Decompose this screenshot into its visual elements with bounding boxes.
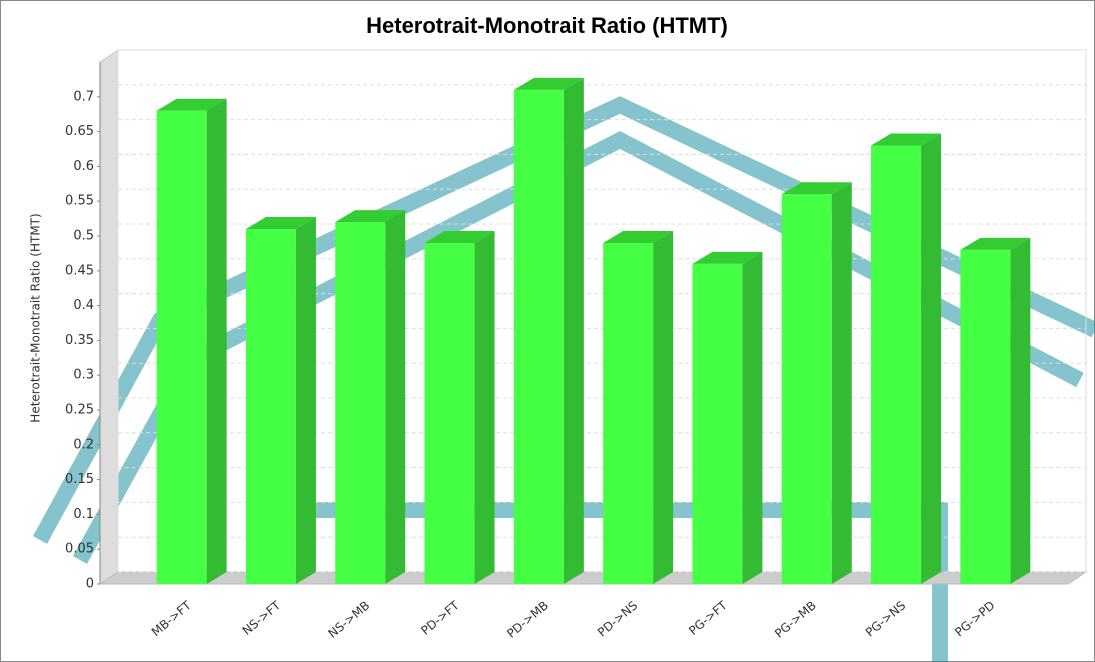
y-tick-label: 0.3 [73, 368, 94, 383]
y-tick-label: 0.05 [65, 542, 94, 557]
bar-side [653, 231, 673, 584]
y-tick-label: 0.5 [73, 229, 94, 244]
y-tick-label: 0.25 [65, 403, 94, 418]
bar-side [296, 217, 316, 584]
chart: Heterotrait-Monotrait Ratio (HTMT) Heter… [0, 0, 1095, 662]
bar-side [564, 78, 584, 584]
y-tick-label: 0.65 [65, 124, 94, 139]
y-tick-label: 0.2 [73, 437, 94, 452]
y-tick-label: 0.55 [65, 194, 94, 209]
bar-side [921, 134, 941, 584]
y-tick-label: 0 [86, 577, 94, 592]
chart-title: Heterotrait-Monotrait Ratio (HTMT) [366, 13, 728, 38]
bar-side [475, 231, 495, 584]
bar [692, 264, 742, 584]
bar [335, 222, 385, 584]
bar-side [832, 182, 852, 584]
y-tick-label: 0.1 [73, 507, 94, 522]
bar [425, 243, 475, 584]
bar [514, 90, 564, 584]
y-axis-label: Heterotrait-Monotrait Ratio (HTMT) [29, 213, 43, 422]
y-tick-label: 0.4 [73, 298, 94, 313]
back-wall [100, 50, 118, 584]
y-tick-label: 0.7 [73, 89, 94, 104]
bar [603, 243, 653, 584]
bar-side [1010, 238, 1030, 584]
bar [157, 111, 207, 584]
bar [960, 250, 1010, 584]
y-tick-label: 0.15 [65, 472, 94, 487]
bar [871, 146, 921, 584]
bar-side [742, 252, 762, 584]
y-tick-label: 0.35 [65, 333, 94, 348]
y-tick-label: 0.6 [73, 159, 94, 174]
bar [782, 194, 832, 584]
bar-side [385, 210, 405, 584]
bar-side [207, 99, 227, 584]
bar [246, 229, 296, 584]
y-tick-label: 0.45 [65, 263, 94, 278]
